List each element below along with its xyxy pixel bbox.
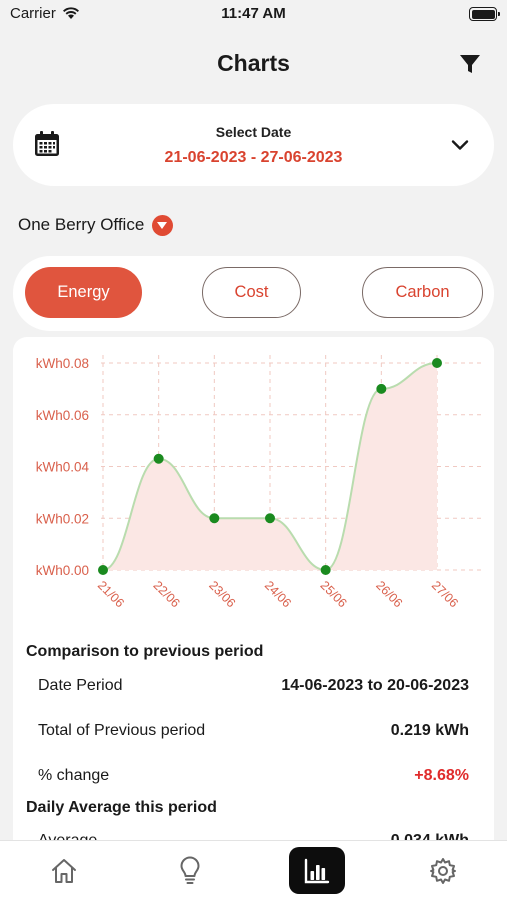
metric-tabs: Energy Cost Carbon (13, 256, 494, 331)
series-area (103, 363, 437, 570)
previous-total-value: 0.219 kWh (390, 722, 469, 739)
tab-carbon[interactable]: Carbon (362, 267, 483, 318)
chart-card: kWh0.00 kWh0.02 kWh0.04 kWh0.06 kWh0.08 21/06… (13, 337, 494, 857)
clock-label: 11:47 AM (221, 5, 286, 22)
bottom-tab-bar (0, 840, 507, 900)
date-period-value: 14-06-2023 to 20-06-2023 (281, 677, 469, 694)
x-tick-label: 25/06 (318, 578, 350, 610)
tab-energy[interactable]: Energy (25, 267, 142, 318)
site-name: One Berry Office (18, 215, 145, 234)
data-point (209, 513, 220, 524)
x-tick-label: 23/06 (206, 578, 238, 610)
nav-settings[interactable] (415, 848, 471, 894)
comparison-title: Comparison to previous period (26, 643, 264, 660)
nav-charts[interactable] (289, 847, 345, 894)
battery-icon (469, 7, 500, 21)
carrier-label: Carrier (10, 5, 56, 22)
data-point (153, 453, 164, 464)
date-range-value: 21-06-2023 - 27-06-2023 (164, 149, 343, 166)
percent-change-label: % change (38, 767, 110, 784)
date-period-label: Date Period (38, 677, 123, 694)
data-point (432, 358, 442, 368)
y-tick-label: kWh0.02 (36, 511, 89, 526)
page-title: Charts (217, 50, 290, 76)
bar-chart-icon (304, 858, 330, 883)
x-tick-label: 26/06 (373, 578, 405, 610)
y-tick-label: kWh0.00 (36, 563, 89, 578)
tab-cost[interactable]: Cost (202, 267, 301, 318)
lightbulb-icon (180, 856, 200, 884)
daily-average-title: Daily Average this period (26, 799, 217, 816)
nav-home[interactable] (36, 848, 92, 894)
data-point (376, 383, 387, 394)
x-tick-label: 21/06 (95, 578, 127, 610)
data-point (98, 565, 108, 575)
home-icon (52, 859, 76, 883)
wifi-icon (63, 7, 79, 19)
status-bar: Carrier 11:47 AM (0, 0, 507, 30)
date-picker[interactable]: Select Date 21-06-2023 - 27-06-2023 (13, 104, 494, 186)
energy-chart: kWh0.00 kWh0.02 kWh0.04 kWh0.06 kWh0.08 21/06… (36, 355, 483, 610)
x-tick-label: 24/06 (262, 578, 294, 610)
y-tick-label: kWh0.08 (36, 356, 89, 371)
data-point (320, 565, 331, 575)
gear-icon (430, 858, 456, 884)
caret-down-icon[interactable] (152, 214, 174, 236)
site-selector[interactable]: One Berry Office (18, 212, 174, 238)
percent-change-value: +8.68% (414, 767, 469, 784)
chevron-down-icon[interactable] (450, 135, 470, 155)
x-tick-label: 22/06 (151, 578, 183, 610)
filter-icon[interactable] (458, 52, 482, 76)
calendar-icon (35, 131, 59, 156)
data-point (265, 513, 275, 524)
y-tick-label: kWh0.06 (36, 408, 89, 423)
nav-tips[interactable] (162, 848, 218, 894)
y-tick-label: kWh0.04 (36, 460, 90, 475)
x-tick-label: 27/06 (429, 578, 461, 610)
date-picker-label: Select Date (215, 124, 292, 140)
previous-total-label: Total of Previous period (38, 722, 206, 739)
